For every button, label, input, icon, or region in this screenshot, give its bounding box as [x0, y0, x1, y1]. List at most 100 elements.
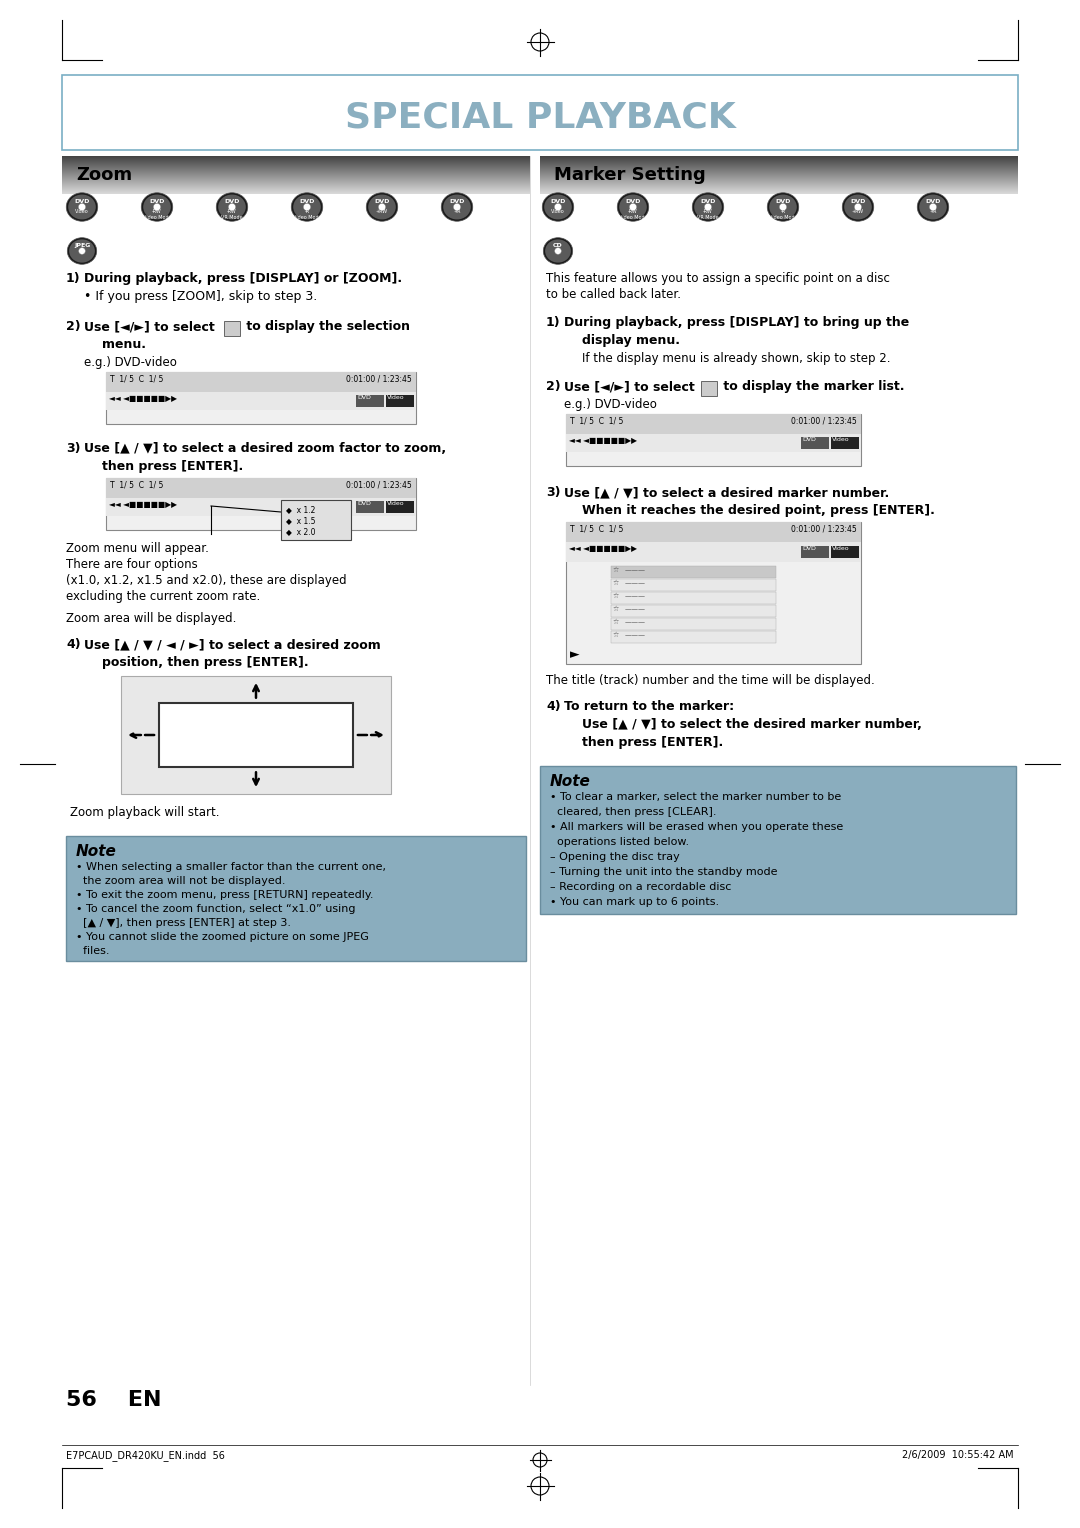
- Bar: [62, 75, 1018, 150]
- Text: +R: +R: [454, 209, 461, 214]
- Ellipse shape: [141, 193, 173, 222]
- Bar: [611, 605, 777, 617]
- Text: the zoom area will not be displayed.: the zoom area will not be displayed.: [76, 876, 285, 886]
- Circle shape: [454, 203, 460, 211]
- Text: DVD: DVD: [850, 199, 866, 205]
- Text: DVD: DVD: [225, 199, 240, 205]
- Circle shape: [704, 203, 712, 211]
- Text: ☆: ☆: [613, 581, 619, 587]
- Text: Video: Video: [551, 209, 565, 214]
- Text: Use [▲ / ▼] to select a desired zoom factor to zoom,: Use [▲ / ▼] to select a desired zoom fac…: [84, 442, 446, 455]
- Text: ☆: ☆: [613, 567, 619, 573]
- Text: ◄◄ ◄■■■■■▶▶: ◄◄ ◄■■■■■▶▶: [109, 394, 177, 403]
- Text: ———: ———: [625, 633, 646, 639]
- Circle shape: [303, 203, 311, 211]
- Text: Video: Video: [387, 501, 405, 506]
- Text: ☆: ☆: [613, 619, 619, 625]
- Text: DVD: DVD: [551, 199, 566, 205]
- Text: +R: +R: [929, 209, 936, 214]
- Text: Zoom menu will appear.: Zoom menu will appear.: [66, 542, 208, 555]
- Bar: [801, 437, 829, 449]
- Ellipse shape: [619, 194, 647, 220]
- Text: -RW
VR Mode: -RW VR Mode: [221, 209, 243, 220]
- Text: – Opening the disc tray: – Opening the disc tray: [550, 853, 679, 862]
- Ellipse shape: [67, 238, 97, 264]
- Ellipse shape: [366, 193, 397, 222]
- Text: (x1.0, x1.2, x1.5 and x2.0), these are displayed: (x1.0, x1.2, x1.5 and x2.0), these are d…: [66, 575, 347, 587]
- Text: ———: ———: [625, 581, 646, 587]
- Text: JPEG: JPEG: [73, 243, 91, 248]
- Text: display menu.: display menu.: [582, 335, 680, 347]
- Ellipse shape: [542, 193, 573, 222]
- Text: Use [▲ / ▼] to select a desired marker number.: Use [▲ / ▼] to select a desired marker n…: [564, 486, 889, 500]
- Circle shape: [79, 248, 85, 254]
- Circle shape: [79, 203, 85, 211]
- Bar: [356, 396, 384, 406]
- Text: DVD: DVD: [700, 199, 716, 205]
- Bar: [701, 380, 717, 396]
- Text: – Turning the unit into the standby mode: – Turning the unit into the standby mode: [550, 866, 778, 877]
- Text: • When selecting a smaller factor than the current one,: • When selecting a smaller factor than t…: [76, 862, 386, 872]
- Text: DVD: DVD: [775, 199, 791, 205]
- Bar: [386, 501, 414, 513]
- Circle shape: [780, 203, 786, 211]
- Text: DVD: DVD: [926, 199, 941, 205]
- Bar: [386, 396, 414, 406]
- Bar: [566, 414, 861, 466]
- Ellipse shape: [544, 194, 571, 220]
- Text: 2): 2): [66, 319, 81, 333]
- Text: 1): 1): [66, 272, 81, 286]
- Text: position, then press [ENTER].: position, then press [ENTER].: [102, 656, 309, 669]
- Text: to display the marker list.: to display the marker list.: [719, 380, 905, 393]
- Text: Note: Note: [76, 843, 117, 859]
- Ellipse shape: [443, 194, 471, 220]
- Text: DVD: DVD: [449, 199, 464, 205]
- Text: ◄◄ ◄■■■■■▶▶: ◄◄ ◄■■■■■▶▶: [569, 435, 637, 445]
- Circle shape: [554, 203, 562, 211]
- Text: excluding the current zoom rate.: excluding the current zoom rate.: [66, 590, 260, 604]
- Bar: [566, 542, 861, 562]
- Text: Zoom playback will start.: Zoom playback will start.: [70, 805, 219, 819]
- Text: e.g.) DVD-video: e.g.) DVD-video: [84, 356, 177, 368]
- Text: Use [▲ / ▼ / ◄ / ►] to select a desired zoom: Use [▲ / ▼ / ◄ / ►] to select a desired …: [84, 639, 381, 651]
- Bar: [106, 371, 416, 423]
- Text: 2/6/2009  10:55:42 AM: 2/6/2009 10:55:42 AM: [903, 1450, 1014, 1459]
- Text: Use [◄/►] to select: Use [◄/►] to select: [564, 380, 699, 393]
- Bar: [159, 703, 353, 767]
- Text: -RW
VR Mode: -RW VR Mode: [698, 209, 719, 220]
- Ellipse shape: [69, 240, 95, 263]
- Text: [▲ / ▼], then press [ENTER] at step 3.: [▲ / ▼], then press [ENTER] at step 3.: [76, 918, 291, 927]
- Text: 0:01:00 / 1:23:45: 0:01:00 / 1:23:45: [347, 480, 411, 489]
- Circle shape: [378, 203, 386, 211]
- Text: ◆  x 2.0: ◆ x 2.0: [286, 527, 315, 536]
- Text: files.: files.: [76, 946, 109, 957]
- Text: ◆  x 1.2: ◆ x 1.2: [286, 504, 315, 513]
- Ellipse shape: [68, 194, 96, 220]
- Text: ———: ———: [625, 567, 646, 573]
- Text: • You can mark up to 6 points.: • You can mark up to 6 points.: [550, 897, 719, 908]
- Text: • To exit the zoom menu, press [RETURN] repeatedly.: • To exit the zoom menu, press [RETURN] …: [76, 889, 374, 900]
- Bar: [356, 501, 384, 513]
- Text: ☆: ☆: [613, 593, 619, 599]
- Ellipse shape: [618, 193, 649, 222]
- Ellipse shape: [845, 194, 872, 220]
- Text: ———: ———: [625, 607, 646, 613]
- Text: ►: ►: [570, 648, 580, 662]
- Text: to be called back later.: to be called back later.: [546, 287, 681, 301]
- Ellipse shape: [769, 194, 797, 220]
- Ellipse shape: [368, 194, 395, 220]
- Text: The title (track) number and the time will be displayed.: The title (track) number and the time wi…: [546, 674, 875, 688]
- Text: Zoom: Zoom: [76, 167, 132, 183]
- Circle shape: [930, 203, 936, 211]
- Text: cleared, then press [CLEAR].: cleared, then press [CLEAR].: [550, 807, 716, 817]
- Ellipse shape: [694, 194, 721, 220]
- Circle shape: [401, 481, 415, 495]
- Ellipse shape: [218, 194, 246, 220]
- Circle shape: [401, 374, 415, 390]
- Text: +RW: +RW: [376, 209, 388, 214]
- Text: 3): 3): [66, 442, 81, 455]
- Text: 56    EN: 56 EN: [66, 1390, 162, 1410]
- Text: ◆  x 1.5: ◆ x 1.5: [286, 516, 315, 526]
- Bar: [566, 523, 861, 542]
- Ellipse shape: [293, 194, 321, 220]
